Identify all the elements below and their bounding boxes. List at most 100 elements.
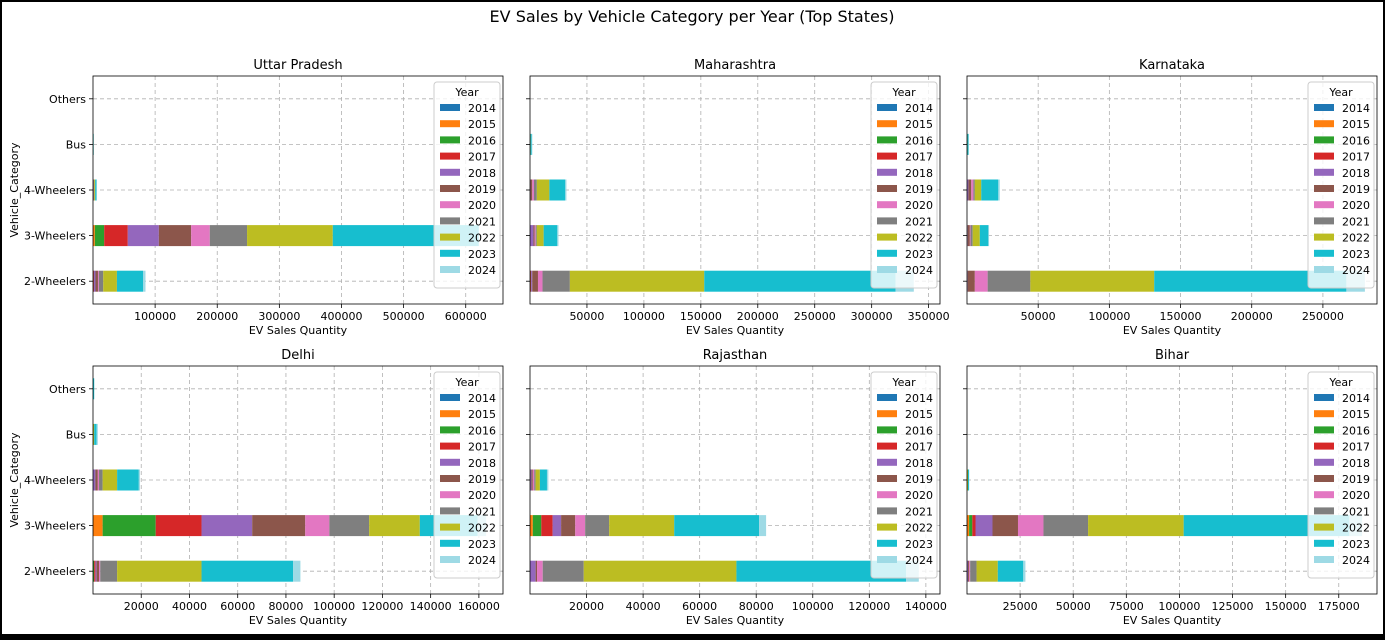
legend-swatch-2024: [440, 556, 460, 563]
x-tick-label: 40000: [172, 600, 207, 613]
legend-label-2014: 2014: [468, 392, 496, 405]
bar-3-wheelers-2020: [1017, 515, 1044, 537]
bar-3-wheelers-2021: [209, 225, 248, 247]
x-tick-label: 250000: [794, 310, 836, 323]
legend-swatch-2018: [877, 458, 897, 466]
bar-2-wheelers-2021: [98, 270, 104, 292]
y-tick-label: Bus: [66, 428, 87, 441]
x-tick-label: 140000: [410, 600, 452, 613]
legend-swatch-2024: [877, 556, 897, 563]
x-tick-label: 160000: [458, 600, 500, 613]
bar-3-wheelers-2024: [988, 225, 990, 247]
bar-2-wheelers-2020: [974, 270, 988, 292]
legend-swatch-2019: [877, 475, 897, 482]
legend-label-2021: 2021: [905, 505, 933, 518]
bar-2-wheelers-2022: [569, 270, 705, 292]
legend-swatch-2024: [877, 266, 897, 273]
bar-bus-2024: [93, 133, 94, 155]
bar-3-wheelers-2017: [541, 515, 553, 537]
bar-3-wheelers-2015: [93, 225, 95, 247]
panel-maharashtra: 50000 100000 150000 200000 250000 300000 35000…: [526, 58, 950, 337]
legend-label-2016: 2016: [1342, 424, 1370, 437]
legend-label-2014: 2014: [905, 392, 933, 405]
x-axis-label: EV Sales Quantity: [1123, 324, 1222, 337]
panel-title: Delhi: [281, 348, 314, 363]
y-tick-label: 3-Wheelers: [24, 230, 86, 243]
legend-label-2015: 2015: [468, 118, 496, 131]
legend-title: Year: [454, 86, 479, 99]
legend-swatch-2014: [1314, 394, 1334, 401]
bar-3-wheelers-2018: [127, 225, 159, 247]
legend-swatch-2022: [1314, 523, 1334, 531]
legend-swatch-2024: [440, 266, 460, 273]
bar-4-wheelers-2020: [532, 469, 535, 491]
x-tick-label: 20000: [569, 600, 604, 613]
x-tick-label: 100000: [1158, 600, 1200, 613]
bar-3-wheelers-2018: [201, 515, 253, 537]
x-tick-label: 120000: [361, 600, 403, 613]
legend-label-2024: 2024: [468, 554, 496, 567]
y-tick-label: 2-Wheelers: [24, 565, 86, 578]
legend-swatch-2016: [1314, 426, 1334, 434]
legend-swatch-2017: [1314, 152, 1334, 160]
bar-3-wheelers-2016: [102, 515, 156, 537]
figure-title: EV Sales by Vehicle Category per Year (T…: [490, 7, 895, 26]
bar-3-wheelers-2018: [552, 515, 562, 537]
legend-label-2020: 2020: [468, 489, 496, 502]
bar-3-wheelers-2022: [972, 225, 980, 247]
x-axis-label: EV Sales Quantity: [249, 324, 348, 337]
legend-swatch-2021: [1314, 217, 1334, 225]
bar-4-wheelers-2021: [534, 469, 536, 491]
x-tick-label: 40000: [626, 600, 661, 613]
legend-swatch-2018: [1314, 168, 1334, 176]
bar-4-wheelers-2018: [93, 469, 96, 491]
legend-label-2023: 2023: [905, 248, 933, 261]
legend-swatch-2017: [877, 442, 897, 450]
legend-swatch-2020: [877, 201, 897, 209]
legend-swatch-2021: [877, 507, 897, 515]
legend-label-2022: 2022: [1342, 232, 1370, 245]
x-axis-label: EV Sales Quantity: [686, 324, 785, 337]
legend-label-2022: 2022: [468, 522, 496, 535]
y-tick-label: 2-Wheelers: [24, 275, 86, 288]
legend-swatch-2014: [1314, 104, 1334, 111]
bar-4-wheelers-2023: [95, 179, 97, 201]
panel-title: Bihar: [1155, 348, 1190, 363]
legend: Year 2014 2015 2016 2017 2018 2019 2020 2021 2022…: [870, 371, 938, 579]
bar-2-wheelers-2020: [99, 560, 101, 582]
y-axis-label: Vehicle_Category: [8, 142, 21, 238]
bar-3-wheelers-2020: [191, 225, 210, 247]
legend-swatch-2016: [877, 426, 897, 434]
bar-4-wheelers-2021: [93, 179, 95, 201]
bar-4-wheelers-2019: [531, 469, 533, 491]
bar-4-wheelers-2024: [138, 469, 141, 491]
panel-title: Karnataka: [1139, 58, 1205, 73]
bar-3-wheelers-2022: [609, 515, 675, 537]
legend-label-2016: 2016: [1342, 134, 1370, 147]
legend-swatch-2018: [1314, 458, 1334, 466]
legend-label-2024: 2024: [1342, 554, 1370, 567]
legend-label-2015: 2015: [905, 118, 933, 131]
bar-4-wheelers-2021: [99, 469, 103, 491]
legend-swatch-2020: [440, 201, 460, 209]
x-tick-label: 100000: [134, 310, 176, 323]
bar-2-wheelers-2019: [535, 560, 538, 582]
bar-3-wheelers-2018: [975, 515, 993, 537]
legend-swatch-2019: [1314, 475, 1334, 482]
legend-swatch-2020: [1314, 201, 1334, 209]
legend-swatch-2021: [1314, 507, 1334, 515]
bar-4-wheelers-2022: [102, 469, 118, 491]
bar-2-wheelers-2019: [96, 560, 100, 582]
legend-label-2023: 2023: [1342, 538, 1370, 551]
legend-swatch-2016: [440, 136, 460, 144]
bar-3-wheelers-2019: [992, 515, 1018, 537]
legend-label-2019: 2019: [468, 183, 496, 196]
bar-2-wheelers-2023: [997, 560, 1024, 582]
bar-3-wheelers-2020: [575, 515, 586, 537]
x-tick-label: 100000: [623, 310, 665, 323]
legend-swatch-2021: [877, 217, 897, 225]
x-axis-label: EV Sales Quantity: [1123, 614, 1222, 627]
legend-label-2018: 2018: [1342, 167, 1370, 180]
x-tick-label: 50000: [1056, 600, 1091, 613]
